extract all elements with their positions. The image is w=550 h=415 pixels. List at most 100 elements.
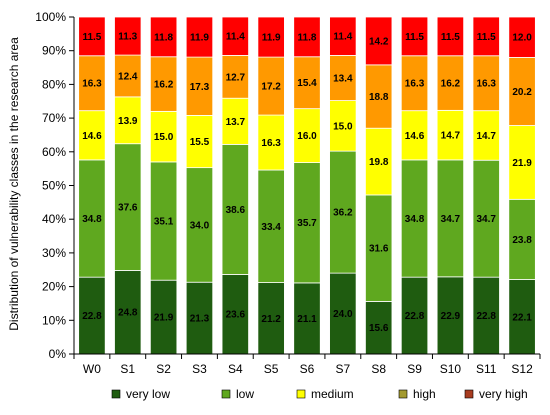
data-label: 15.0 [333,121,353,132]
data-label: 31.6 [369,244,389,255]
bar-segment-medium [149,110,178,163]
bar-segment-very-high [436,16,465,57]
bar-segment-very-high [365,16,393,66]
x-tick-label: S11 [476,362,497,376]
data-label: 14.7 [441,131,461,142]
data-label: 11.5 [82,32,101,43]
x-tick-label: S7 [336,362,351,376]
data-label: 14.2 [369,36,389,47]
data-label: 11.5 [405,32,424,43]
data-label: 22.8 [405,311,425,322]
data-label: 34.7 [476,214,496,225]
data-label: 38.6 [226,205,246,216]
data-label: 12.4 [118,71,138,82]
data-label: 12.0 [512,33,532,44]
bar-segment-medium [472,110,500,161]
legend-swatch [111,389,121,399]
bar-segment-low [293,162,321,284]
data-label: 22.9 [441,311,461,322]
data-label: 18.8 [369,92,389,103]
x-tick-label: S4 [228,362,243,376]
legend-swatch [464,389,474,399]
bar-segment-very-low [400,276,429,355]
data-label: 34.8 [82,214,102,225]
data-label: 35.7 [297,218,317,229]
data-label: 15.6 [369,323,389,334]
data-label: 15.0 [154,132,174,143]
bar-segment-medium [508,125,536,200]
x-tick-label: S2 [156,362,171,376]
bar-segment-very-high [78,16,106,57]
x-axis-ticks: W0 S1 S2 S3 S4 S5 S6 S7 S8 S9 S10 S11 S12 [73,354,541,376]
x-tick-label: S9 [407,362,422,376]
data-label: 16.0 [297,131,317,142]
bar-segment-low [365,194,393,302]
data-label: 16.3 [82,79,102,90]
bar-segment-very-low [365,301,393,355]
bar-segment-very-high [221,16,249,56]
bar-segment-low [221,143,249,275]
y-tick-label: 80% [42,77,66,91]
bar-segment-very-high [114,16,142,56]
bar-segment-high [508,57,536,126]
y-tick-label: 50% [42,179,66,193]
bar-segment-medium [293,108,321,163]
bar-segment-medium [329,100,357,152]
data-label: 11.4 [333,32,352,43]
data-label: 13.9 [118,116,138,127]
y-axis-ticks: 0% 10% 20% 30% 40% 50% 60% 70% 80% 90% 100% [35,10,74,361]
x-tick-label: S8 [371,362,386,376]
bar-segment-medium [400,110,429,161]
data-label: 17.3 [190,82,210,93]
data-label: 11.9 [190,33,209,44]
data-label: 11.8 [298,32,317,43]
legend-swatch [296,389,306,399]
data-label: 11.9 [262,33,281,44]
bar-segment-high [400,55,429,112]
bar-segment-very-high [293,16,321,58]
bar-segment-very-low [185,281,214,355]
legend-label: high [413,387,436,401]
bar-segment-medium [221,97,249,145]
bar-segment-very-low [329,272,357,355]
data-label: 23.6 [226,310,246,321]
bar-segment-medium [185,115,214,169]
legend-label: very low [126,387,170,401]
legend-label: very high [479,387,528,401]
data-label: 17.2 [261,82,281,93]
data-label: 16.3 [261,138,281,149]
y-axis-title: Distribution of vulnerability classes in… [7,37,21,331]
bar-segment-medium [436,109,465,161]
legend: very low low medium high very high [111,387,528,401]
bar-segment-very-high [329,16,357,56]
data-label: 37.6 [118,203,138,214]
data-label: 22.8 [476,311,496,322]
data-label: 22.8 [82,311,102,322]
bars [78,16,536,355]
y-tick-label: 40% [42,212,66,226]
x-tick-label: S3 [192,362,207,376]
data-label: 16.3 [476,79,496,90]
bar-segment-low [472,159,500,278]
data-label: 21.9 [512,158,532,169]
data-label: 21.1 [297,314,317,325]
bar-segment-high [78,55,106,112]
data-label: 14.7 [476,131,496,142]
x-tick-label: S10 [440,362,462,376]
data-label: 16.3 [405,79,425,90]
data-label: 11.5 [477,32,496,43]
data-label: 24.0 [333,309,353,320]
legend-label: medium [311,387,354,401]
x-tick-label: W0 [83,362,101,376]
bar-segment-very-high [185,16,214,58]
data-label: 34.7 [441,214,461,225]
bar-segment-high [257,56,285,116]
bar-segment-very-low [149,279,178,355]
data-label: 11.4 [226,32,245,43]
bar-segment-low [508,198,536,280]
y-tick-label: 100% [35,10,66,24]
x-tick-label: S6 [300,362,315,376]
bar-segment-very-high [257,16,285,58]
bar-segment-very-low [436,276,465,355]
bar-segment-very-low [508,279,536,355]
